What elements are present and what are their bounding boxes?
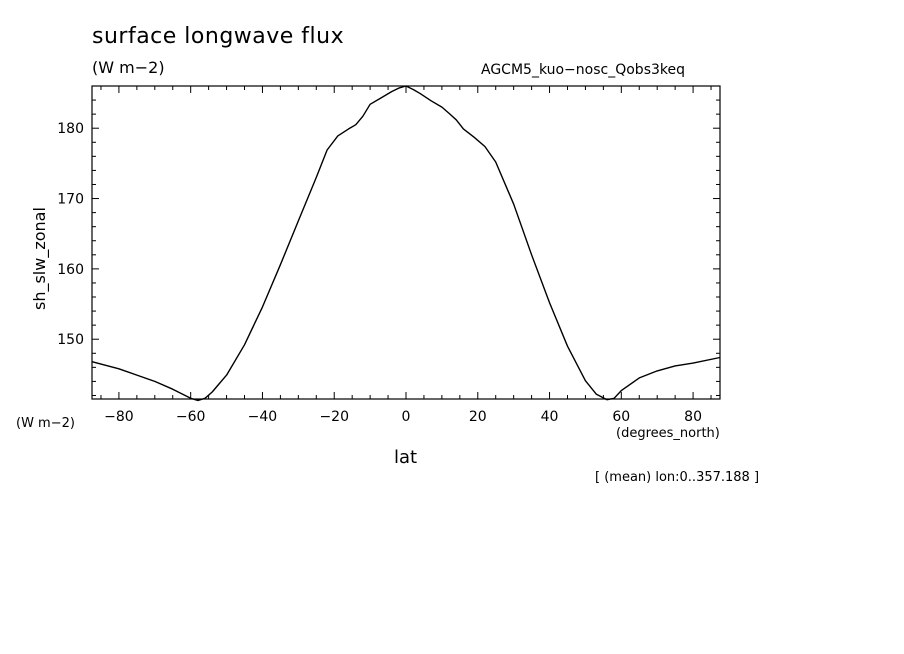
chart-title: surface longwave flux	[92, 24, 345, 49]
ticks	[92, 85, 720, 399]
x-tick-label: −20	[319, 409, 349, 425]
chart-units: (W m−2)	[92, 58, 165, 77]
series	[91, 85, 721, 402]
y-tick-label: 170	[57, 192, 84, 208]
series-line	[91, 85, 721, 402]
x-tick-label: 20	[469, 409, 487, 425]
mean-annotation: [ (mean) lon:0..357.188 ]	[595, 470, 760, 485]
y-axis-units: (W m−2)	[16, 416, 75, 431]
x-tick-label: −60	[176, 409, 206, 425]
x-tick-label: 80	[684, 409, 702, 425]
x-tick-label: 40	[541, 409, 559, 425]
model-label: AGCM5_kuo−nosc_Qobs3keq	[481, 62, 685, 78]
x-tick-label: 60	[612, 409, 630, 425]
x-tick-label: −40	[248, 409, 278, 425]
y-tick-label: 180	[57, 121, 84, 137]
x-tick-label: 0	[402, 409, 411, 425]
y-tick-label: 150	[57, 332, 84, 348]
x-tick-label: −80	[104, 409, 134, 425]
x-axis-label: lat	[394, 447, 418, 468]
y-tick-label: 160	[57, 262, 84, 278]
x-axis-units: (degrees_north)	[616, 426, 720, 441]
plot-frame	[91, 85, 721, 400]
tick-labels: −80 −60 −40 −20 0 20 40 60 80 150 160 170 180	[57, 121, 702, 425]
